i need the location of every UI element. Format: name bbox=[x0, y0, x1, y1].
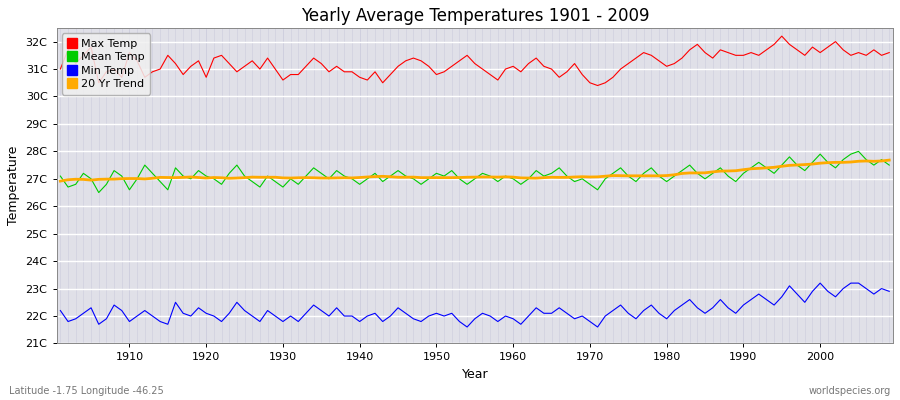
Text: worldspecies.org: worldspecies.org bbox=[809, 386, 891, 396]
Y-axis label: Temperature: Temperature bbox=[7, 146, 20, 225]
X-axis label: Year: Year bbox=[462, 368, 488, 381]
Legend: Max Temp, Mean Temp, Min Temp, 20 Yr Trend: Max Temp, Mean Temp, Min Temp, 20 Yr Tre… bbox=[62, 34, 150, 94]
Text: Latitude -1.75 Longitude -46.25: Latitude -1.75 Longitude -46.25 bbox=[9, 386, 164, 396]
Title: Yearly Average Temperatures 1901 - 2009: Yearly Average Temperatures 1901 - 2009 bbox=[301, 7, 649, 25]
